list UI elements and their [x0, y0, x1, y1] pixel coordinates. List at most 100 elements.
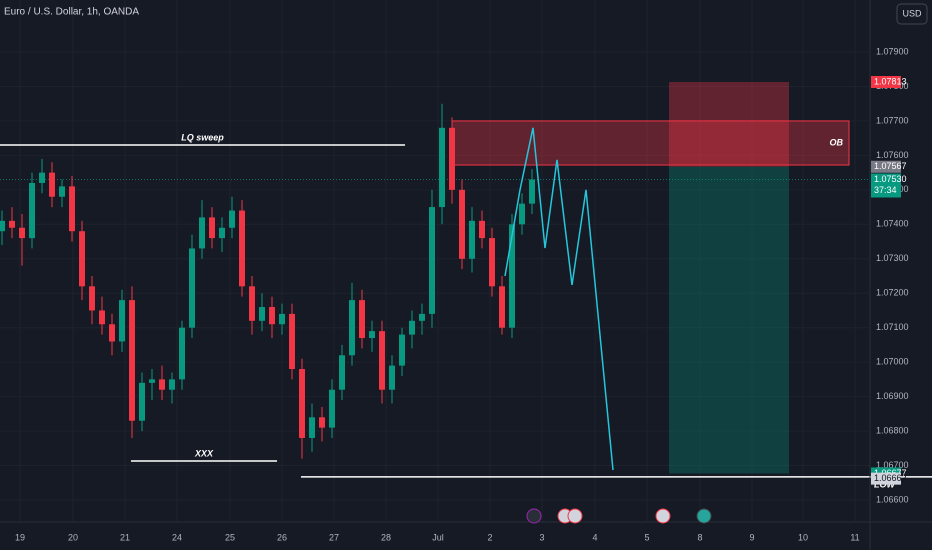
candle-body [179, 327, 185, 380]
chart-title: Euro / U.S. Dollar, 1h, OANDA [4, 7, 139, 18]
y-tick-label: 1.07300 [876, 253, 909, 263]
candle-body [149, 379, 155, 383]
y-tick-label: 1.07000 [876, 357, 909, 367]
candle-body [519, 203, 525, 225]
candle-body [419, 313, 425, 321]
x-tick-label: 10 [798, 532, 808, 542]
x-tick-label: 28 [381, 532, 391, 542]
x-tick-label: 8 [697, 532, 702, 542]
y-tick-label: 1.07400 [876, 219, 909, 229]
candle-body [509, 224, 515, 328]
candle-body [79, 231, 85, 287]
candle-body [309, 417, 315, 438]
candle-body [479, 220, 485, 239]
event-icon[interactable] [696, 508, 712, 524]
y-tick-label: 1.07700 [876, 115, 909, 125]
candle-body [499, 286, 505, 328]
current-price-tag [871, 173, 901, 198]
candle-body [29, 182, 35, 239]
x-tick-label: 19 [15, 532, 25, 542]
candle-body [319, 417, 325, 428]
candle-body [289, 313, 295, 370]
target-zone [669, 166, 789, 474]
currency-button[interactable] [896, 3, 928, 25]
candle-body [59, 186, 65, 197]
price-tag [871, 472, 901, 485]
x-tick-label: 26 [277, 532, 287, 542]
price-tag-label: 1.06662 [874, 473, 907, 483]
candle-body [159, 379, 165, 390]
candle-body [69, 186, 75, 232]
candle-body [189, 248, 195, 328]
y-tick-label: 1.07900 [876, 46, 909, 56]
x-tick-label: 3 [539, 532, 544, 542]
candle-body [129, 300, 135, 421]
event-icon[interactable] [526, 508, 542, 524]
level-label: XXX [194, 448, 214, 458]
y-tick-label: 1.06600 [876, 494, 909, 504]
candle-body [299, 369, 305, 438]
x-tick-label: 9 [749, 532, 754, 542]
countdown: 37:34 [874, 185, 897, 195]
level-label: LQ sweep [181, 132, 224, 142]
event-icon[interactable] [655, 508, 671, 524]
candle-body [459, 189, 465, 259]
candle-body [349, 300, 355, 356]
y-tick-label: 1.07600 [876, 150, 909, 160]
stop-zone [669, 81, 789, 167]
y-tick-label: 1.06800 [876, 425, 909, 435]
candle-body [399, 334, 405, 366]
x-tick-label: 5 [644, 532, 649, 542]
plot [0, 81, 932, 478]
projection-line [504, 127, 614, 471]
candle-body [249, 286, 255, 321]
candle-body [239, 210, 245, 287]
candle-body [99, 310, 105, 325]
x-tick-label: 21 [120, 532, 130, 542]
price-tag [871, 160, 901, 173]
x-tick-label: Jul [432, 532, 444, 542]
y-tick-label: 1.06900 [876, 391, 909, 401]
candle-body [389, 365, 395, 390]
ob-label: OB [830, 137, 844, 147]
price-tag-label: 1.07567 [874, 161, 907, 171]
currency[interactable]: USD [902, 8, 922, 18]
candle-body [269, 307, 275, 325]
candle-body [489, 238, 495, 287]
y-tick-label: 1.07100 [876, 322, 909, 332]
candle-body [169, 379, 175, 390]
candle-body [279, 313, 285, 325]
x-tick-label: 20 [68, 532, 78, 542]
candle-body [39, 172, 45, 183]
x-tick-label: 27 [329, 532, 339, 542]
y-tick-label: 1.06700 [876, 460, 909, 470]
x-tick-label: 25 [225, 532, 235, 542]
x-tick-label: 2 [487, 532, 492, 542]
candle-body [229, 210, 235, 228]
candle-body [209, 217, 215, 239]
ob-zone [451, 120, 850, 166]
candle-body [369, 331, 375, 339]
candle-body [109, 324, 115, 342]
x-tick-label: 24 [172, 532, 182, 542]
candle-body [119, 300, 125, 342]
candle-body [529, 179, 535, 204]
candle-body [89, 286, 95, 311]
candle-body [0, 220, 5, 232]
candle-body [379, 331, 385, 390]
price-tag-label: 1.07813 [874, 76, 907, 86]
candle-body [139, 382, 145, 421]
candle-body [359, 300, 365, 339]
candle-body [49, 172, 55, 197]
candle-body [19, 227, 25, 239]
event-icon[interactable] [567, 508, 583, 524]
candle-body [259, 307, 265, 321]
candle-body [469, 220, 475, 259]
candle-body [219, 227, 225, 239]
price-tag [871, 75, 901, 88]
event-icons [526, 508, 712, 524]
candle-body [409, 320, 415, 335]
current-price-label: 1.07530 [874, 174, 907, 184]
candle-body [439, 127, 445, 208]
